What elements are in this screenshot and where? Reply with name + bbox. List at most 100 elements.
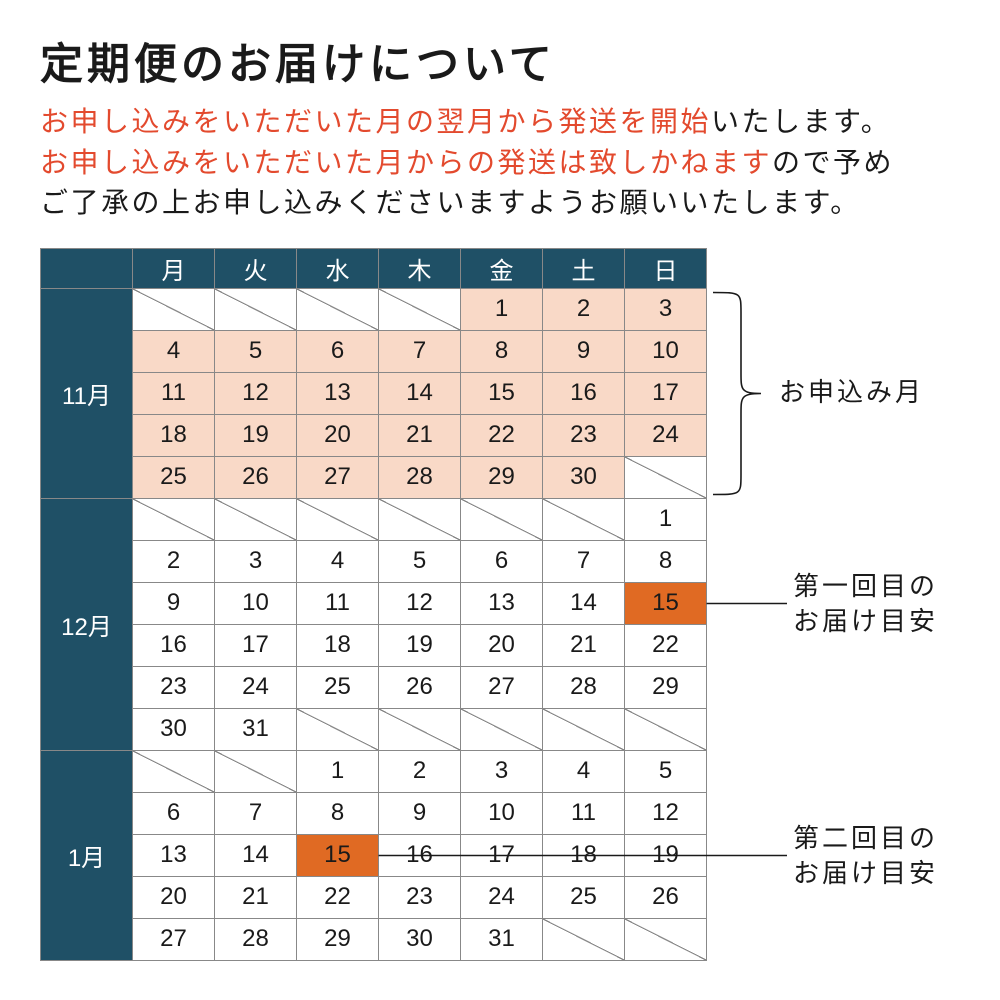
annotation-label: 第一回目のお届け目安: [793, 569, 938, 639]
calendar-cell: 23: [543, 414, 625, 456]
calendar-cell: [461, 708, 543, 750]
calendar-cell: 13: [297, 372, 379, 414]
calendar-cell: 8: [297, 792, 379, 834]
calendar-cell: 12: [379, 582, 461, 624]
calendar-cell: 30: [133, 708, 215, 750]
calendar-cell: 13: [133, 834, 215, 876]
calendar-cell: 4: [543, 750, 625, 792]
day-header: 土: [543, 248, 625, 288]
calendar-cell: 10: [461, 792, 543, 834]
calendar-cell: [297, 708, 379, 750]
annotation-label: 第二回目のお届け目安: [793, 821, 938, 891]
calendar-cell: [543, 498, 625, 540]
calendar-cell: 9: [543, 330, 625, 372]
calendar-cell: 22: [625, 624, 707, 666]
calendar-cell: 4: [133, 330, 215, 372]
calendar-cell: 4: [297, 540, 379, 582]
calendar-cell: 19: [625, 834, 707, 876]
calendar-cell: 23: [379, 876, 461, 918]
calendar-cell: 22: [461, 414, 543, 456]
calendar-cell: 20: [461, 624, 543, 666]
calendar-cell: [379, 288, 461, 330]
calendar-cell: 11: [543, 792, 625, 834]
calendar-cell: 12: [215, 372, 297, 414]
calendar-cell: 9: [379, 792, 461, 834]
intro-seg3-nm: ご了承の上お申し込みくださいますようお願いいたします。: [40, 187, 861, 218]
calendar-cell: 24: [625, 414, 707, 456]
calendar-cell: [543, 708, 625, 750]
month-header: 11月: [41, 288, 133, 498]
calendar-cell: [625, 708, 707, 750]
intro-seg1-nm: いたします。: [711, 106, 891, 137]
calendar-cell: 7: [543, 540, 625, 582]
calendar-cell: 31: [461, 918, 543, 960]
calendar-cell: 15: [625, 582, 707, 624]
calendar-cell: 5: [215, 330, 297, 372]
calendar-cell: 25: [133, 456, 215, 498]
calendar-cell: 17: [461, 834, 543, 876]
calendar-cell: [461, 498, 543, 540]
calendar-cell: [379, 498, 461, 540]
calendar-cell: 16: [379, 834, 461, 876]
calendar-cell: 18: [133, 414, 215, 456]
month-header: 1月: [41, 750, 133, 960]
calendar-cell: 19: [215, 414, 297, 456]
intro-seg2-hl: お申し込みをいただいた月からの発送は致しかねます: [40, 147, 772, 178]
calendar-cell: 7: [379, 330, 461, 372]
page-title: 定期便のお届けについて: [40, 30, 960, 92]
calendar-cell: 6: [461, 540, 543, 582]
calendar-cell: 11: [297, 582, 379, 624]
calendar-cell: [297, 498, 379, 540]
calendar-cell: 3: [215, 540, 297, 582]
calendar-cell: 29: [625, 666, 707, 708]
calendar-cell: 10: [215, 582, 297, 624]
calendar-cell: [297, 288, 379, 330]
calendar-cell: 29: [297, 918, 379, 960]
calendar-cell: 2: [543, 288, 625, 330]
calendar-cell: [133, 750, 215, 792]
calendar-cell: 5: [379, 540, 461, 582]
calendar-cell: 8: [461, 330, 543, 372]
calendar-cell: 2: [133, 540, 215, 582]
calendar-cell: [625, 456, 707, 498]
day-header: 水: [297, 248, 379, 288]
calendar-cell: 16: [543, 372, 625, 414]
calendar-cell: 14: [543, 582, 625, 624]
calendar-cell: 7: [215, 792, 297, 834]
calendar-cell: 27: [461, 666, 543, 708]
calendar-cell: 24: [461, 876, 543, 918]
annotation-label: お申込み月: [779, 375, 924, 410]
calendar-cell: 16: [133, 624, 215, 666]
calendar-cell: 17: [625, 372, 707, 414]
calendar-cell: 14: [215, 834, 297, 876]
calendar-cell: 30: [379, 918, 461, 960]
calendar-cell: 18: [543, 834, 625, 876]
calendar-cell: 11: [133, 372, 215, 414]
calendar-cell: 1: [297, 750, 379, 792]
intro-seg1-hl: お申し込みをいただいた月の翌月から発送を開始: [40, 106, 711, 137]
day-header: 金: [461, 248, 543, 288]
calendar-cell: [133, 498, 215, 540]
calendar-cell: 3: [461, 750, 543, 792]
calendar-cell: 21: [543, 624, 625, 666]
calendar-cell: 23: [133, 666, 215, 708]
calendar-cell: 6: [297, 330, 379, 372]
calendar-cell: 25: [543, 876, 625, 918]
calendar-cell: 26: [215, 456, 297, 498]
calendar-corner: [41, 248, 133, 288]
calendar-cell: 24: [215, 666, 297, 708]
calendar-cell: 22: [297, 876, 379, 918]
day-header: 日: [625, 248, 707, 288]
calendar-cell: 31: [215, 708, 297, 750]
calendar-cell: 26: [379, 666, 461, 708]
calendar-cell: 18: [297, 624, 379, 666]
calendar-cell: 20: [133, 876, 215, 918]
calendar-cell: 28: [379, 456, 461, 498]
calendar-cell: 5: [625, 750, 707, 792]
calendar-cell: 17: [215, 624, 297, 666]
calendar-cell: 14: [379, 372, 461, 414]
calendar-cell: 30: [543, 456, 625, 498]
calendar-cell: [215, 750, 297, 792]
calendar-cell: 27: [133, 918, 215, 960]
calendar-cell: 28: [215, 918, 297, 960]
